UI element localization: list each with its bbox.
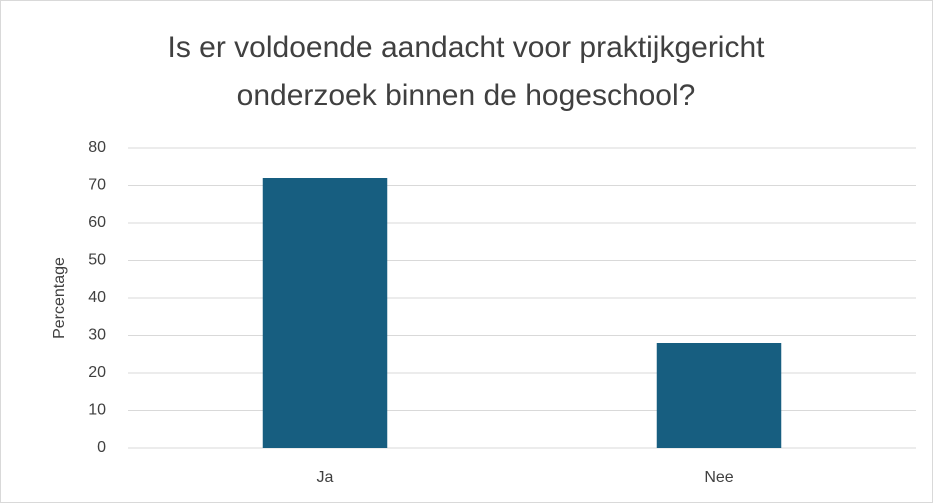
x-tick-label: Ja <box>317 469 334 486</box>
bar <box>262 178 388 448</box>
x-tick-label: Nee <box>704 469 733 486</box>
y-tick-label: 20 <box>88 364 106 381</box>
y-tick-label: 30 <box>88 327 106 344</box>
y-tick-label: 70 <box>88 177 106 194</box>
y-tick-label: 0 <box>97 439 106 456</box>
bar <box>656 343 782 448</box>
y-axis-label: Percentage <box>51 257 68 339</box>
chart-title: Is er voldoende aandacht voor praktijkge… <box>167 31 765 112</box>
y-tick-label: 60 <box>88 214 106 231</box>
y-tick-label: 80 <box>88 139 106 156</box>
y-tick-label: 10 <box>88 402 106 419</box>
y-tick-label: 40 <box>88 289 106 306</box>
y-tick-label: 50 <box>88 252 106 269</box>
